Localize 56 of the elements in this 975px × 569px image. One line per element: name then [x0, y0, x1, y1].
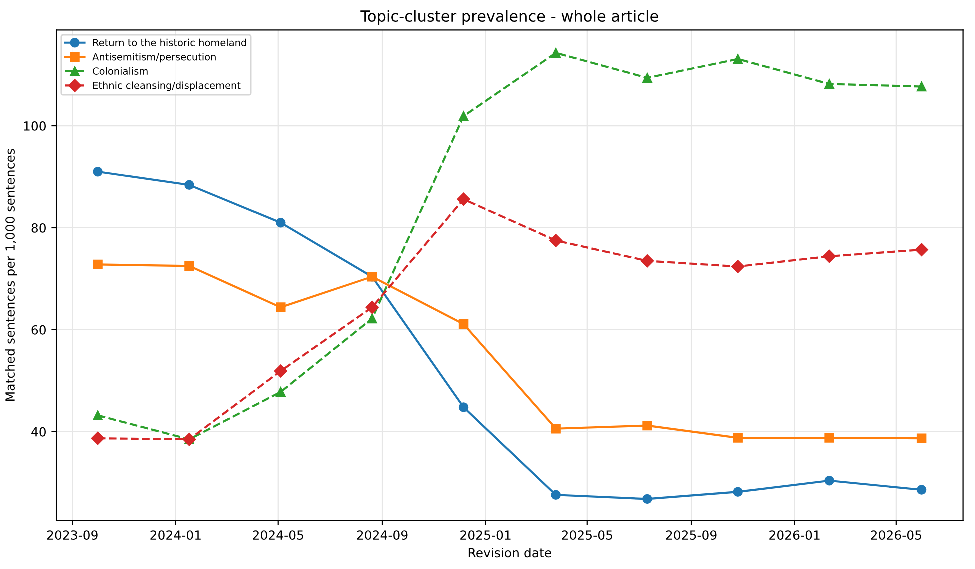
point	[458, 111, 469, 122]
y-tick-label: 80	[32, 223, 46, 233]
legend-label: Colonialism	[93, 67, 148, 75]
legend-label: Ethnic cleansing/displacement	[93, 82, 241, 92]
point	[551, 48, 561, 58]
point	[642, 420, 652, 431]
x-tick-label: 2026-05	[871, 530, 922, 540]
point	[733, 487, 743, 497]
x-tick-label: 2024-05	[253, 530, 304, 540]
point	[824, 433, 834, 443]
x-tick-label: 2026-01	[770, 530, 820, 540]
point	[366, 300, 379, 314]
y-tick-label: 40	[32, 427, 46, 437]
point	[274, 364, 288, 378]
x-tick-label: 2024-09	[357, 530, 408, 540]
point	[93, 410, 103, 420]
point	[276, 302, 286, 312]
point	[457, 192, 470, 206]
x-tick-label: 2025-01	[460, 530, 511, 540]
point	[916, 485, 927, 495]
point	[732, 260, 745, 274]
point	[822, 250, 836, 264]
point	[824, 476, 834, 486]
chart-title: Topic-cluster prevalence - whole article	[360, 10, 658, 25]
point	[367, 314, 378, 324]
point	[184, 180, 194, 190]
x-tick-label: 2023-09	[47, 530, 98, 540]
y-axis-title: Matched sentences per 1,000 sentences	[5, 149, 18, 401]
point	[276, 218, 286, 228]
point	[915, 243, 928, 256]
point	[276, 387, 286, 398]
point	[551, 490, 561, 500]
x-axis-title: Revision date	[468, 548, 552, 558]
x-tick-label: 2025-05	[562, 530, 612, 540]
point	[733, 54, 743, 64]
legend-label: Antisemitism/persecution	[92, 53, 216, 63]
point	[916, 82, 927, 92]
point	[642, 494, 652, 504]
x-tick-label: 2025-09	[666, 530, 717, 540]
point	[93, 167, 103, 177]
x-tick-label: 2024-01	[150, 530, 201, 540]
point	[93, 260, 103, 270]
point	[458, 319, 469, 330]
point	[184, 261, 194, 272]
legend-label: Return to the historic homeland	[93, 38, 246, 46]
point	[824, 79, 834, 90]
point	[551, 424, 561, 434]
point	[549, 234, 563, 248]
point	[91, 432, 105, 446]
y-tick-label: 60	[32, 325, 46, 335]
point	[733, 433, 743, 443]
point	[916, 434, 927, 444]
point	[642, 73, 652, 83]
point	[640, 254, 654, 268]
y-tick-label: 100	[24, 121, 46, 131]
point	[458, 402, 469, 412]
